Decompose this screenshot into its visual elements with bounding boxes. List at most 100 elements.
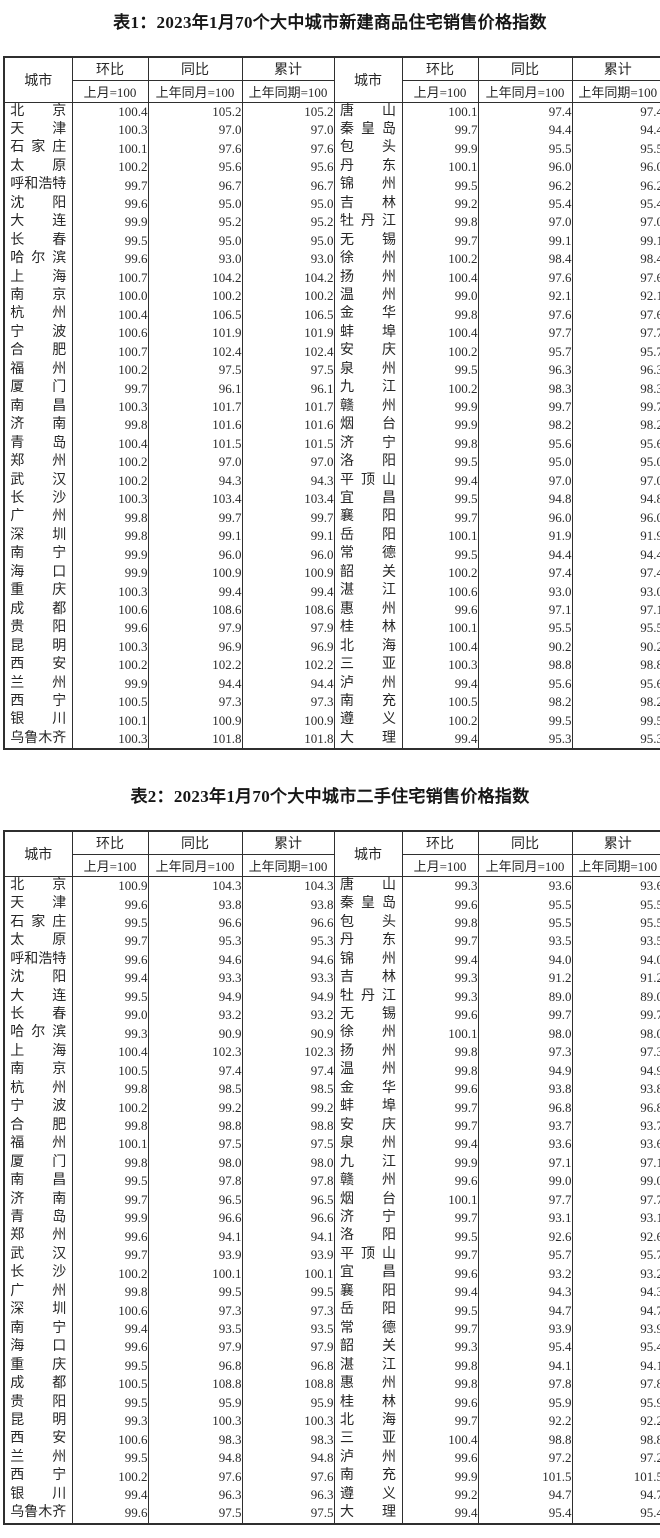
- index-value-cell: 100.6: [401, 582, 479, 601]
- index-column-subheader: 上年同期=100: [571, 80, 660, 103]
- index-value-cell: 95.6: [147, 157, 243, 177]
- index-value-cell: 99.4: [71, 1485, 149, 1505]
- index-value-cell: 96.6: [241, 1209, 335, 1228]
- city-cell: 牡丹江: [333, 987, 403, 1007]
- index-value-cell: 100.3: [401, 656, 479, 675]
- index-value-cell: 99.5: [241, 1282, 335, 1302]
- city-name: 杭州: [10, 1080, 67, 1096]
- index-value-cell: 97.6: [571, 268, 660, 288]
- index-value-cell: 97.9: [241, 619, 335, 638]
- city-cell: 温州: [333, 1061, 403, 1080]
- index-value-cell: 99.9: [71, 545, 149, 564]
- city-name: 遵义: [340, 712, 396, 728]
- city-name: 洛阳: [340, 454, 396, 470]
- index-value-cell: 98.8: [477, 1430, 573, 1449]
- index-value-cell: 102.3: [241, 1042, 335, 1062]
- index-value-cell: 99.9: [401, 397, 479, 417]
- city-cell: 宁波: [3, 1098, 73, 1117]
- city-name: 呼和浩特: [10, 177, 67, 193]
- index-value-cell: 99.4: [71, 969, 149, 988]
- city-name: 包头: [340, 914, 396, 930]
- index-value-cell: 91.2: [571, 969, 660, 988]
- index-value-cell: 99.7: [401, 1412, 479, 1431]
- city-cell: 遵义: [333, 1485, 403, 1505]
- city-name: 平顶山: [340, 1246, 396, 1262]
- index-value-cell: 102.2: [147, 656, 243, 675]
- index-value-cell: 95.3: [571, 729, 660, 750]
- city-name: 平顶山: [340, 472, 396, 488]
- index-value-cell: 100.5: [71, 1375, 149, 1394]
- index-value-cell: 95.4: [477, 1504, 573, 1524]
- index-value-cell: 108.8: [147, 1375, 243, 1394]
- index-value-cell: 93.2: [147, 1006, 243, 1025]
- index-value-cell: 92.2: [571, 1412, 660, 1431]
- index-value-cell: 99.5: [71, 1356, 149, 1376]
- index-value-cell: 100.1: [401, 526, 479, 546]
- city-name: 湛江: [340, 583, 396, 599]
- index-value-cell: 94.9: [477, 1061, 573, 1080]
- index-value-cell: 100.5: [401, 693, 479, 712]
- index-value-cell: 98.3: [241, 1430, 335, 1449]
- city-cell: 赣州: [333, 397, 403, 417]
- index-column-subheader: 上年同月=100: [477, 80, 573, 103]
- index-value-cell: 101.5: [241, 434, 335, 454]
- city-name: 宜昌: [340, 1265, 396, 1281]
- index-value-cell: 93.1: [571, 1209, 660, 1228]
- city-cell: 惠州: [333, 1375, 403, 1394]
- index-value-cell: 92.1: [571, 287, 660, 306]
- city-name: 沈阳: [10, 970, 67, 986]
- city-cell: 深圳: [3, 1301, 73, 1320]
- city-cell: 襄阳: [333, 1282, 403, 1302]
- index-value-cell: 99.9: [71, 213, 149, 232]
- city-cell: 北海: [333, 637, 403, 657]
- index-value-cell: 99.8: [71, 1116, 149, 1136]
- index-value-cell: 100.1: [147, 1264, 243, 1283]
- index-value-cell: 99.5: [571, 711, 660, 730]
- city-cell: 太原: [3, 157, 73, 177]
- city-name: 长沙: [10, 491, 67, 507]
- index-value-cell: 99.5: [401, 1227, 479, 1246]
- index-value-cell: 99.7: [571, 397, 660, 417]
- index-value-cell: 99.6: [401, 1393, 479, 1412]
- index-value-cell: 94.6: [147, 950, 243, 970]
- index-value-cell: 99.6: [401, 1448, 479, 1468]
- index-value-cell: 97.3: [241, 693, 335, 712]
- city-cell: 湛江: [333, 582, 403, 601]
- index-value-cell: 100.2: [401, 250, 479, 269]
- city-name: 厦门: [10, 1154, 67, 1170]
- index-value-cell: 97.4: [147, 1061, 243, 1080]
- city-cell: 常德: [333, 1319, 403, 1339]
- index-value-cell: 99.9: [401, 1467, 479, 1486]
- index-value-cell: 100.4: [401, 268, 479, 288]
- city-name: 乌鲁木齐: [10, 730, 67, 746]
- index-value-cell: 95.0: [241, 194, 335, 214]
- index-value-cell: 99.9: [401, 1153, 479, 1173]
- city-cell: 南充: [333, 693, 403, 712]
- index-value-cell: 97.1: [477, 600, 573, 620]
- city-name: 襄阳: [340, 509, 396, 525]
- index-column-subheader: 上月=100: [401, 854, 479, 877]
- city-cell: 洛阳: [333, 453, 403, 472]
- index-value-cell: 96.5: [241, 1190, 335, 1210]
- index-value-cell: 99.3: [71, 1412, 149, 1431]
- index-value-cell: 99.4: [241, 582, 335, 601]
- index-value-cell: 99.1: [147, 526, 243, 546]
- city-name: 济南: [10, 1191, 67, 1207]
- index-value-cell: 92.1: [477, 287, 573, 306]
- index-value-cell: 97.9: [241, 1338, 335, 1357]
- index-value-cell: 98.2: [477, 693, 573, 712]
- index-value-cell: 100.1: [241, 1264, 335, 1283]
